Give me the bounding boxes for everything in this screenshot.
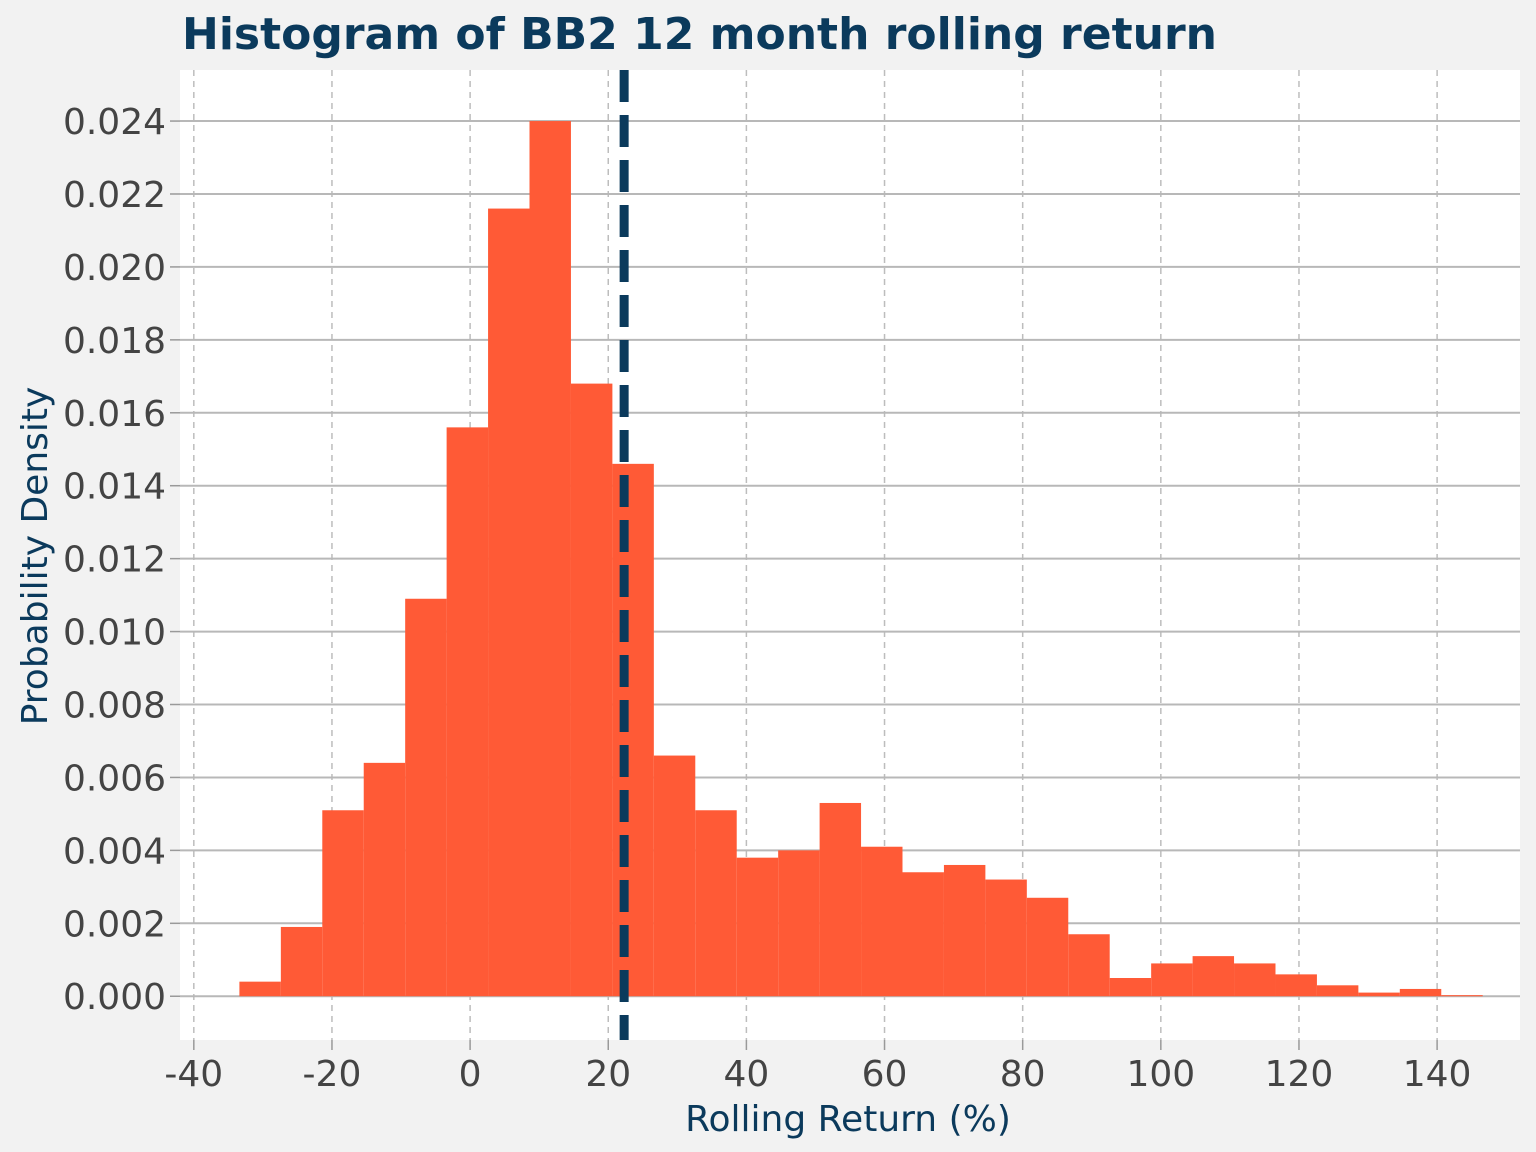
histogram-bar [1316,985,1359,997]
histogram-bar [943,864,986,997]
x-axis-ticks: -40 -20 0 20 40 60 80 100 120 140 [164,1040,1471,1095]
histogram-bar [322,810,364,997]
x-tick-label: 140 [1403,1054,1472,1095]
histogram-bar [1151,963,1193,997]
histogram-bar [819,802,862,997]
y-tick-label: 0.018 [63,321,166,362]
x-tick-label: -20 [303,1054,362,1095]
y-tick-label: 0.010 [63,613,166,654]
histogram-bar [446,427,489,997]
y-tick-label: 0.006 [63,758,166,799]
y-tick-label: 0.014 [63,467,166,508]
y-tick-label: 0.000 [63,977,166,1018]
histogram-bar [612,463,654,997]
y-tick-label: 0.002 [63,904,166,945]
x-tick-label: 40 [723,1054,769,1095]
histogram-bar [1441,995,1483,997]
histogram-bar [1109,978,1152,997]
y-tick-label: 0.008 [63,686,166,727]
histogram-bar [1358,992,1400,997]
histogram-bar [778,850,820,997]
histogram-bar [570,383,613,997]
histogram-bar [695,810,737,997]
histogram-bar [1234,963,1276,997]
x-tick-label: 60 [862,1054,908,1095]
x-tick-label: 20 [585,1054,631,1095]
histogram-bar [736,857,779,997]
histogram-bar [280,926,323,997]
x-tick-label: 0 [459,1054,482,1095]
y-tick-label: 0.012 [63,540,166,581]
histogram-bar [985,879,1027,997]
histogram-bar [488,208,530,997]
x-tick-label: 120 [1265,1054,1334,1095]
histogram-bar [1399,988,1442,997]
y-tick-label: 0.022 [63,175,166,216]
y-tick-label: 0.024 [63,102,166,143]
x-axis-label: Rolling Return (%) [685,1099,1011,1140]
histogram-bar [861,846,903,997]
chart-title: Histogram of BB2 12 month rolling return [182,9,1217,60]
histogram-bar [1026,897,1069,997]
histogram-bar [1275,974,1317,997]
histogram-bar [902,872,944,997]
y-tick-label: 0.016 [63,394,166,435]
histogram-bar [1192,956,1235,997]
y-tick-label: 0.020 [63,248,166,289]
histogram-bar [1068,934,1110,997]
histogram-bar [363,762,406,997]
histogram-bar [405,598,447,997]
y-axis-ticks: 0.000 0.002 0.004 0.006 0.008 0.010 0.012 0.014… [63,102,180,1018]
histogram-bar [653,755,696,997]
y-tick-label: 0.004 [63,831,166,872]
y-axis-label: Probability Density [15,387,56,726]
histogram-bars [239,121,1483,997]
x-tick-label: 80 [1000,1054,1046,1095]
histogram-bar [529,121,571,997]
x-tick-label: 100 [1126,1054,1195,1095]
histogram-bar [239,981,281,997]
x-tick-label: -40 [164,1054,223,1095]
